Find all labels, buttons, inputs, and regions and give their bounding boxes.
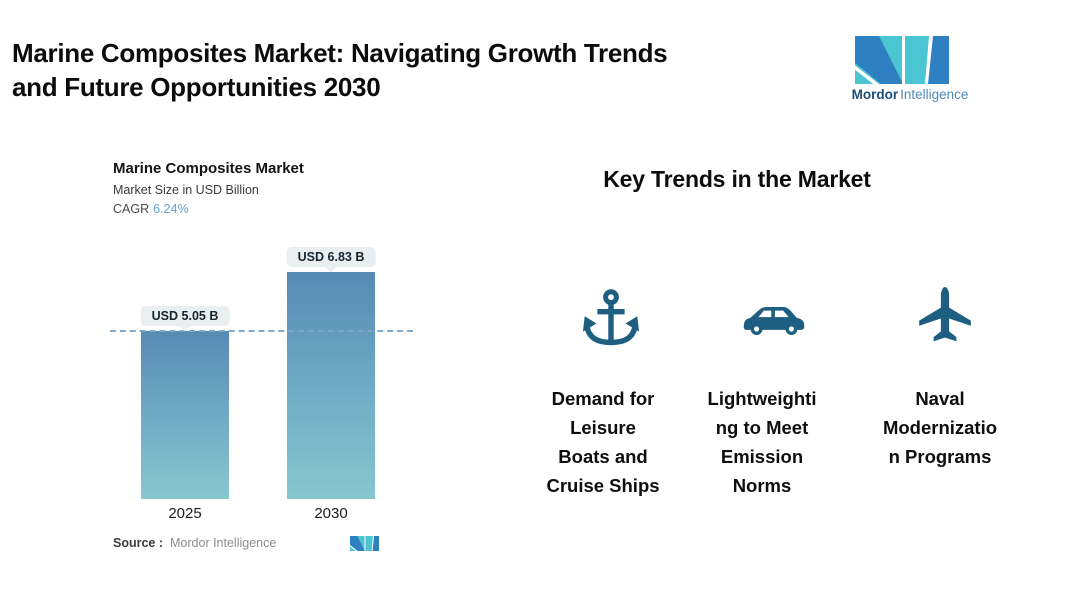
source-label: Source : <box>113 536 164 550</box>
cagr-value: 6.24% <box>153 202 189 216</box>
anchor-icon <box>518 283 688 353</box>
brand-name-bold: Mordor <box>851 87 899 102</box>
reference-dashed-line <box>110 330 413 332</box>
source-row: Source : Mordor Intelligence <box>113 536 276 550</box>
value-badge-2025: USD 5.05 B <box>140 306 230 326</box>
bar-2030 <box>287 272 375 499</box>
trends-heading: Key Trends in the Market <box>603 166 871 192</box>
trend-item-naval-modernization: Naval Modernizatio n Programs <box>855 283 1025 471</box>
source-value: Mordor Intelligence <box>170 536 277 550</box>
trend-label: Naval Modernizatio n Programs <box>882 388 998 467</box>
chart-cagr: CAGR 6.24% <box>113 202 189 216</box>
mordor-logo-mark-icon <box>855 36 949 84</box>
bar-2025 <box>141 331 229 499</box>
chart-subtitle: Market Size in USD Billion <box>113 183 259 197</box>
brand-text: Mordor Intelligence <box>851 87 969 102</box>
axis-label-2030: 2030 <box>314 505 348 522</box>
brand-name-light: Intelligence <box>900 87 969 102</box>
trend-label: Lightweighti ng to Meet Emission Norms <box>707 388 817 496</box>
trend-item-lightweighting: Lightweighti ng to Meet Emission Norms <box>677 283 847 500</box>
car-icon <box>677 283 847 353</box>
trend-label: Demand for Leisure Boats and Cruise Ship… <box>546 388 660 496</box>
axis-label-2025: 2025 <box>168 505 202 522</box>
cagr-label: CAGR <box>113 202 150 216</box>
mordor-logo-mark-small-icon <box>350 536 379 551</box>
mordor-intelligence-logo: Mordor Intelligence <box>851 36 969 102</box>
page-title: Marine Composites Market: Navigating Gro… <box>12 38 668 102</box>
chart-title: Marine Composites Market <box>113 160 304 177</box>
plane-icon <box>855 283 1025 353</box>
trend-item-leisure-boats: Demand for Leisure Boats and Cruise Ship… <box>518 283 688 500</box>
value-badge-2030: USD 6.83 B <box>286 247 376 267</box>
